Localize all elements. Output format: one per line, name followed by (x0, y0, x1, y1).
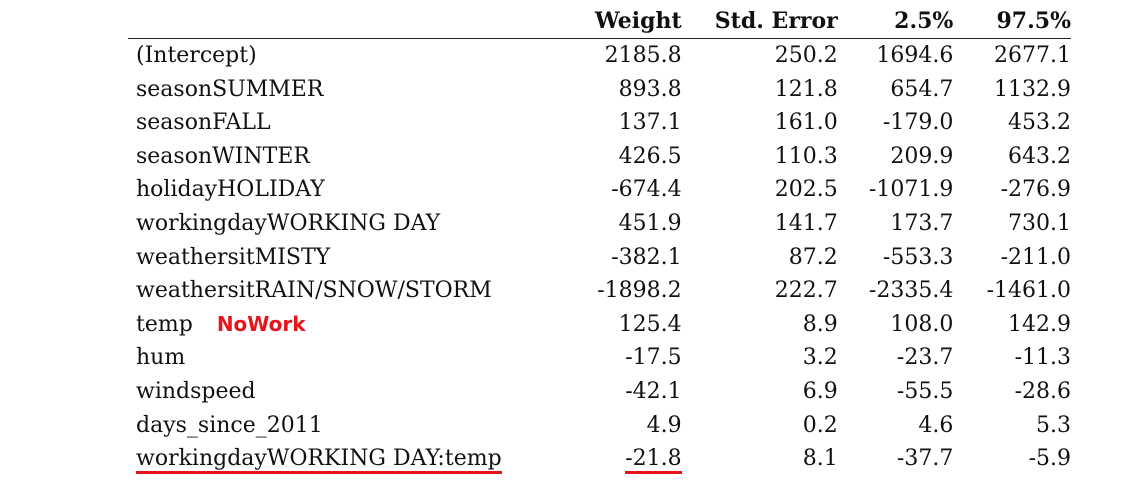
weight-cell: 426.5 (618, 143, 682, 169)
term-cell: workingdayWORKING DAY (136, 210, 441, 236)
term-cell: seasonSUMMER (136, 76, 324, 102)
ci-low-cell: 654.7 (890, 76, 954, 102)
coefficient-table-container: Weight Std. Error 2.5% 97.5% (Intercept)… (128, 4, 1071, 476)
header-std-error: Std. Error (681, 4, 838, 39)
ci-high-cell: 5.3 (1036, 412, 1071, 438)
std-error-cell: 161.0 (774, 110, 838, 136)
std-error-cell: 141.7 (774, 210, 838, 236)
ci-low-cell: -1071.9 (868, 177, 954, 203)
table-row: (Intercept) 2185.8 250.2 1694.6 2677.1 (128, 39, 1071, 73)
weight-cell: 893.8 (618, 76, 682, 102)
term-cell: hum (136, 345, 186, 371)
ci-high-cell: -1461.0 (986, 278, 1071, 304)
ci-low-cell: 1694.6 (876, 43, 954, 68)
std-error-cell: 8.9 (802, 311, 838, 337)
weight-cell: -42.1 (625, 378, 682, 404)
ci-high-cell: -11.3 (1014, 345, 1071, 371)
ci-high-cell: 730.1 (1008, 210, 1071, 236)
table-row: workingdayWORKING DAY 451.9 141.7 173.7 … (128, 207, 1071, 241)
table-row: hum -17.5 3.2 -23.7 -11.3 (128, 341, 1071, 375)
term-cell: (Intercept) (136, 43, 257, 68)
ci-low-cell: 209.9 (890, 143, 954, 169)
weight-cell: -17.5 (625, 345, 682, 371)
table-row: windspeed -42.1 6.9 -55.5 -28.6 (128, 375, 1071, 409)
ci-low-cell: -2335.4 (868, 278, 954, 304)
header-term (128, 4, 559, 39)
table-row: seasonWINTER 426.5 110.3 209.9 643.2 (128, 140, 1071, 174)
weight-cell: 451.9 (618, 210, 682, 236)
term-cell: seasonFALL (136, 110, 271, 136)
highlighted-weight-value: -21.8 (625, 446, 682, 475)
table-row: temp NoWork 125.4 8.9 108.0 142.9 (128, 308, 1071, 342)
term-cell: weathersitMISTY (136, 244, 331, 270)
table-row: weathersitRAIN/SNOW/STORM -1898.2 222.7 … (128, 274, 1071, 308)
table-row: weathersitMISTY -382.1 87.2 -553.3 -211.… (128, 241, 1071, 275)
std-error-cell: 87.2 (788, 244, 838, 270)
term-cell: holidayHOLIDAY (136, 177, 325, 203)
ci-high-cell: 142.9 (1008, 311, 1071, 337)
std-error-cell: 202.5 (774, 177, 838, 203)
ci-low-cell: -179.0 (882, 110, 954, 136)
weight-cell: -21.8 (559, 442, 682, 476)
ci-low-cell: -37.7 (896, 446, 954, 472)
weight-cell: -674.4 (611, 177, 682, 203)
header-row: Weight Std. Error 2.5% 97.5% (128, 4, 1071, 39)
highlighted-term-label: workingdayWORKING DAY:temp (136, 446, 502, 475)
ci-low-cell: -553.3 (882, 244, 954, 270)
ci-low-cell: 108.0 (890, 311, 954, 337)
ci-high-cell: -28.6 (1014, 378, 1071, 404)
term-cell: windspeed (136, 378, 256, 404)
weight-cell: -1898.2 (597, 278, 682, 304)
weight-cell: 137.1 (618, 110, 682, 136)
term-cell: seasonWINTER (136, 143, 310, 169)
ci-high-cell: -211.0 (1000, 244, 1071, 270)
std-error-cell: 8.1 (802, 446, 838, 472)
table-row: workingdayWORKING DAY:temp -21.8 8.1 -37… (128, 442, 1071, 476)
ci-low-cell: 173.7 (890, 210, 954, 236)
coefficient-table: Weight Std. Error 2.5% 97.5% (Intercept)… (128, 4, 1071, 476)
table-body: (Intercept) 2185.8 250.2 1694.6 2677.1 s… (128, 39, 1071, 476)
ci-high-cell: 1132.9 (994, 76, 1071, 102)
header-weight: Weight (558, 4, 682, 39)
table-header: Weight Std. Error 2.5% 97.5% (128, 4, 1071, 39)
term-label: temp (136, 311, 193, 337)
ci-high-cell: 643.2 (1008, 143, 1071, 169)
term-cell: workingdayWORKING DAY:temp (128, 442, 559, 476)
ci-high-cell: -5.9 (1028, 446, 1071, 472)
weight-cell: -382.1 (611, 244, 682, 270)
nowork-annotation: NoWork (216, 311, 306, 336)
std-error-cell: 110.3 (774, 143, 838, 169)
weight-cell: 125.4 (618, 311, 682, 337)
ci-low-cell: -23.7 (896, 345, 954, 371)
std-error-cell: 3.2 (802, 345, 838, 371)
std-error-cell: 121.8 (774, 76, 838, 102)
table-row: days_since_2011 4.9 0.2 4.6 5.3 (128, 409, 1071, 443)
weight-cell: 4.9 (646, 412, 682, 438)
ci-high-cell: 2677.1 (994, 43, 1071, 68)
std-error-cell: 222.7 (774, 278, 838, 304)
ci-high-cell: 453.2 (1008, 110, 1071, 136)
header-ci-high: 97.5% (953, 4, 1071, 39)
header-ci-low: 2.5% (837, 4, 954, 39)
table-row: holidayHOLIDAY -674.4 202.5 -1071.9 -276… (128, 173, 1071, 207)
term-cell: temp NoWork (128, 308, 559, 342)
ci-high-cell: -276.9 (1000, 177, 1071, 203)
std-error-cell: 6.9 (802, 378, 838, 404)
term-cell: weathersitRAIN/SNOW/STORM (136, 278, 492, 304)
std-error-cell: 250.2 (774, 43, 838, 68)
ci-low-cell: 4.6 (918, 412, 954, 438)
table-row: seasonSUMMER 893.8 121.8 654.7 1132.9 (128, 73, 1071, 107)
term-cell: days_since_2011 (136, 412, 323, 438)
table-row: seasonFALL 137.1 161.0 -179.0 453.2 (128, 106, 1071, 140)
std-error-cell: 0.2 (802, 412, 838, 438)
weight-cell: 2185.8 (604, 43, 682, 68)
ci-low-cell: -55.5 (896, 378, 954, 404)
